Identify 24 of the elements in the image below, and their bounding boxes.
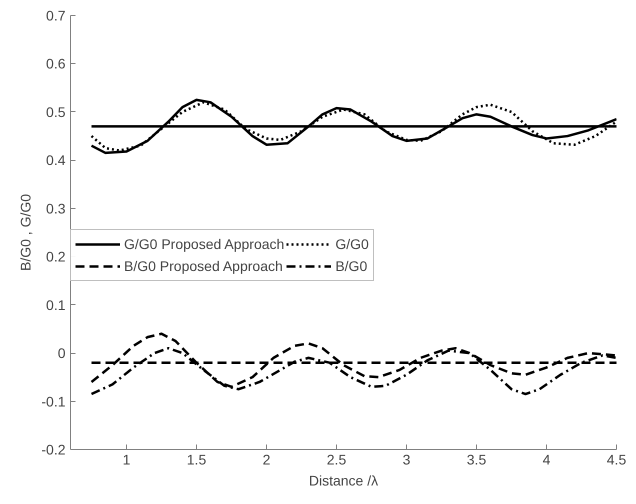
y-tick-label: 0.5 xyxy=(46,104,66,120)
x-tick-label: 2.5 xyxy=(326,452,346,468)
y-axis-title: B/G0 , G/G0 xyxy=(17,194,34,272)
x-tick-label: 2 xyxy=(262,452,271,468)
y-tick-label: 0.2 xyxy=(46,248,66,265)
y-tick-label: 0 xyxy=(58,345,66,362)
x-axis-title: Distance /λ xyxy=(308,472,378,488)
y-tick-label: 0.4 xyxy=(46,152,66,168)
y-tick-label: 0.1 xyxy=(46,296,66,313)
x-tick-label: 4.5 xyxy=(606,452,626,468)
legend-label: B/G0 xyxy=(335,258,368,274)
x-tick-label: 4 xyxy=(542,452,551,468)
y-tick-label: 0.6 xyxy=(46,56,66,72)
y-tick-label: 0.7 xyxy=(46,8,66,24)
legend-label: B/G0 Proposed Approach xyxy=(124,258,283,274)
legend-label: G/G0 xyxy=(335,236,369,252)
y-tick-label: 0.3 xyxy=(46,200,66,216)
y-tick-label: -0.1 xyxy=(41,393,66,410)
x-tick-label: 3.5 xyxy=(466,452,486,468)
x-tick-label: 1.5 xyxy=(186,452,206,468)
x-tick-label: 1 xyxy=(122,452,131,468)
legend-label: G/G0 Proposed Approach xyxy=(124,236,284,252)
y-tick-label: -0.2 xyxy=(41,442,66,458)
x-tick-label: 3 xyxy=(402,452,411,468)
